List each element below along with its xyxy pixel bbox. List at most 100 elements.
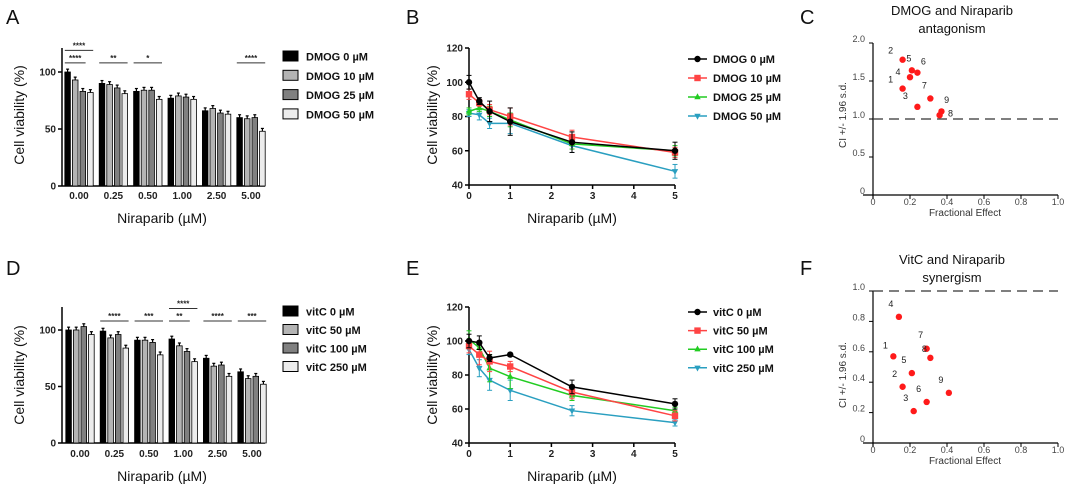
legend-label: vitC 100 µM [713,344,774,356]
x-axis-label: Niraparib (µM) [117,210,207,226]
panel-label: B [406,7,419,29]
bar [251,117,258,187]
data-point [671,420,679,427]
y-tick-label: 100 [446,337,463,348]
bar [244,378,252,444]
y-tick-label: 100 [39,326,56,337]
significance-label: ** [176,312,183,321]
y-axis-label: Cell viability (%) [424,65,440,165]
data-point [465,79,473,86]
bar [190,98,197,187]
significance-label: *** [247,312,257,321]
legend-label: DMOG 0 µM [713,54,775,66]
legend-label: vitC 50 µM [713,326,768,338]
data-point [476,366,483,372]
legend-marker [694,74,701,82]
bar [210,365,217,444]
data-point [568,408,576,415]
data-point [476,97,483,105]
bar [252,375,259,444]
bar [134,339,141,444]
y-axis-label: Cell viability (%) [424,325,440,425]
y-tick-label: 80 [452,371,464,382]
x-axis-label: Fractional Effect [929,208,1001,219]
x-tick-label: 0.2 [904,197,917,207]
x-tick-label: 5.00 [241,191,261,202]
legend-marker [694,113,701,120]
x-tick-label: 1.0 [1052,197,1065,207]
bar [148,89,155,187]
bar [224,113,232,187]
legend-swatch [282,108,299,120]
y-tick-label: 1.0 [852,282,865,292]
x-tick-label: 3 [590,191,596,202]
legend-swatch [282,50,299,62]
data-point [507,363,514,370]
point-label: 3 [903,91,908,101]
y-axis-label: CI +/- 1.96 s.d. [838,82,849,148]
bar [149,342,156,444]
y-tick-label: 0.6 [852,343,865,353]
point-label: 2 [892,369,897,379]
legend-label: DMOG 10 µM [713,73,781,85]
x-tick-label: 0.8 [1015,445,1028,455]
bar [64,71,71,187]
y-tick-label: 60 [452,146,464,157]
bar [121,93,128,187]
bar [225,375,233,444]
data-point [936,112,943,119]
legend-label: vitC 0 µM [713,307,762,319]
bar [209,108,216,187]
y-tick-label: 0 [860,434,865,444]
bar [115,334,122,444]
y-tick-label: 120 [446,44,463,55]
x-tick-label: 0 [466,449,472,460]
x-tick-label: 0.25 [105,449,125,460]
x-tick-label: 0.50 [138,191,158,202]
data-point [923,398,930,406]
legend-marker [694,55,701,63]
y-axis-label: CI +/- 1.96 s.d. [838,342,849,408]
legend-marker [694,93,701,100]
data-point [895,313,903,321]
legend-swatch [282,342,299,354]
bar [218,364,225,444]
x-tick-label: 2 [549,191,555,202]
data-point [671,400,679,408]
x-tick-label: 0 [870,445,875,455]
legend-label: DMOG 25 µM [306,90,374,102]
data-point [465,91,473,98]
point-label: 1 [883,340,888,350]
bar [88,334,95,444]
panel-label: F [800,258,812,280]
significance-label: **** [108,312,121,321]
legend-label: DMOG 25 µM [713,92,781,104]
bar [65,329,72,444]
x-axis-label: Niraparib (µM) [527,468,617,484]
x-tick-label: 4 [631,191,637,202]
y-tick-label: 0.5 [852,148,865,158]
point-label: 6 [916,384,921,394]
legend-marker [694,327,701,334]
data-point [906,74,914,81]
data-point [890,353,897,360]
data-point [486,108,493,115]
legend-label: vitC 50 µM [306,325,361,337]
data-point [568,138,576,146]
legend-label: DMOG 50 µM [713,111,781,123]
legend-label: DMOG 0 µM [306,52,368,64]
point-label: 4 [888,299,893,309]
bar [260,383,267,444]
point-label: 1 [888,75,893,85]
x-tick-label: 0.4 [941,197,954,207]
point-label: 2 [888,46,893,56]
bar [133,90,140,187]
significance-label: *** [144,312,154,321]
y-tick-label: 80 [452,112,464,123]
data-point [899,85,906,92]
legend-label: DMOG 10 µM [306,71,374,83]
data-point [486,121,493,128]
data-point [465,107,473,114]
legend-label: vitC 250 µM [713,363,774,375]
point-label: 9 [944,95,949,105]
